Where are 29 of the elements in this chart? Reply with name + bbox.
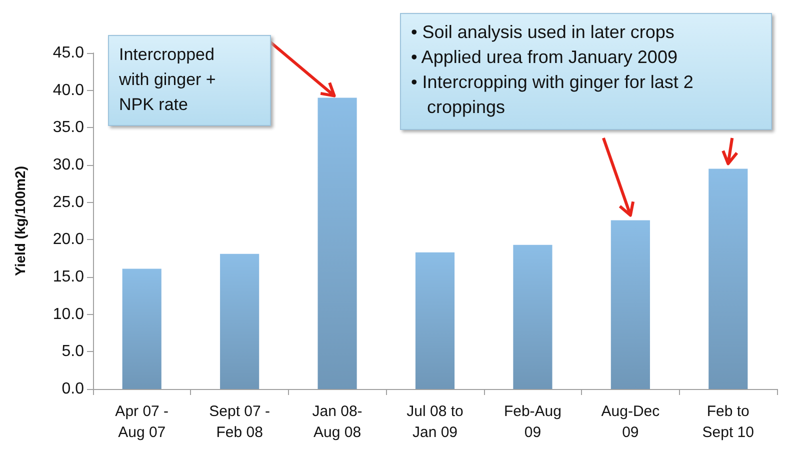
bar [318, 98, 357, 389]
y-tick-label: 10.0 [52, 306, 84, 323]
x-tick-label: Jan 08- Aug 08 [312, 403, 362, 441]
x-tick-label: Apr 07 - Aug 07 [115, 403, 169, 441]
x-tick-label: Feb to Sept 10 [702, 403, 754, 441]
annotation: Intercropped with ginger + NPK rate [119, 44, 217, 116]
callout-box: Intercropped with ginger + NPK rate [108, 35, 271, 126]
bar [708, 168, 748, 389]
x-tick-label: Aug-Dec 09 [601, 403, 660, 441]
bar [122, 268, 162, 389]
callout-box: • Soil analysis used in later crops • Applied urea from January 2009 • Intercropping with ginger for last 2 croppings [400, 13, 772, 130]
annotation: • Soil analysis used in later crops • Applied urea from January 2009 • Intercropping with ginger for last 2 croppings [411, 21, 694, 119]
y-tick-label: 5.0 [62, 343, 84, 360]
y-tick-label: 35.0 [52, 119, 84, 136]
y-tick-label: 15.0 [52, 268, 84, 286]
y-tick-label: 0.0 [62, 380, 84, 398]
x-tick-label: Jul 08 to Jan 09 [406, 403, 464, 441]
y-tick-label: 25.0 [52, 194, 84, 211]
bar [220, 254, 260, 389]
bar [513, 244, 552, 389]
y-tick-label: 20.0 [52, 231, 84, 248]
y-axis-title: Yield (kg/100m2) [12, 166, 28, 276]
y-tick-label: 45.0 [52, 44, 84, 62]
x-tick-label: Feb-Aug 09 [504, 403, 562, 441]
x-tick-label: Sept 07 - Feb 08 [209, 403, 270, 441]
bar [610, 220, 650, 389]
bar [415, 252, 455, 389]
y-tick-label: 40.0 [52, 82, 84, 99]
y-tick-label: 30.0 [52, 156, 84, 174]
